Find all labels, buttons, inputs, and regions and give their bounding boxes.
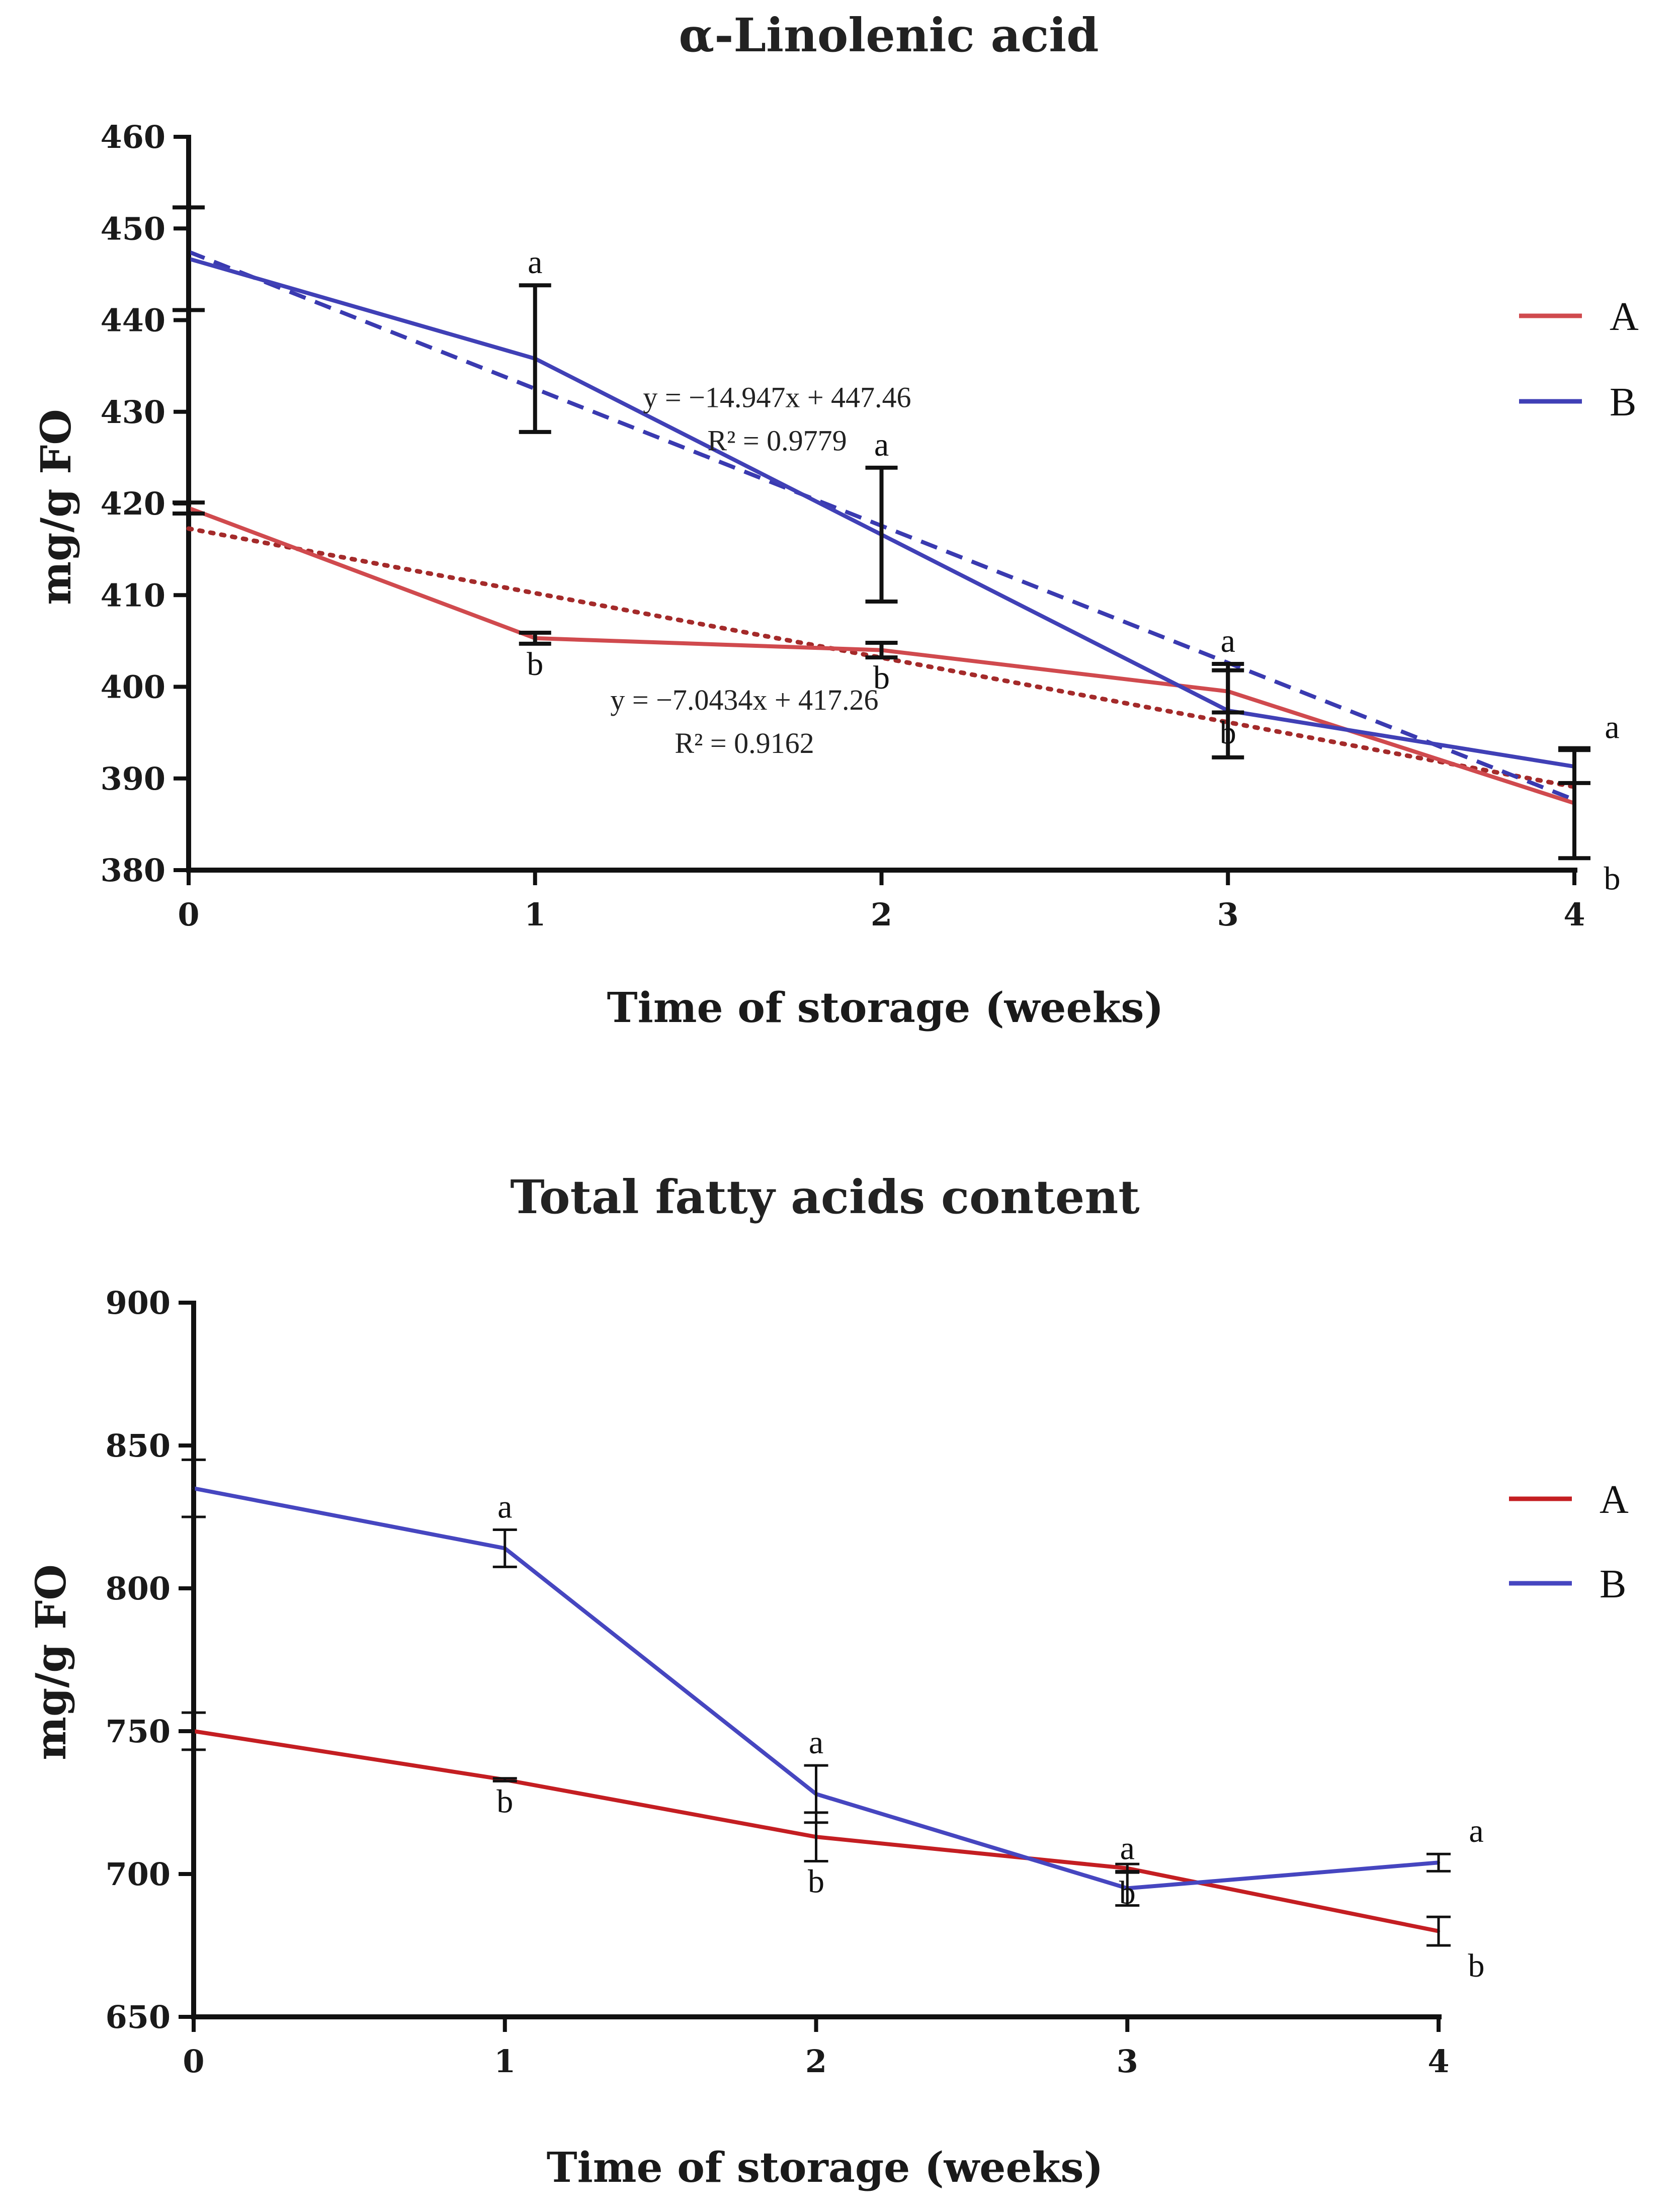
y-tick-label: 460 <box>101 119 165 155</box>
significance-letter: a <box>497 1489 512 1525</box>
y-tick-label: 440 <box>101 302 165 339</box>
x-axis-label: Time of storage (weeks) <box>607 984 1164 1032</box>
x-axis-label: Time of storage (weeks) <box>547 2144 1104 2192</box>
significance-letter: b <box>808 1863 824 1900</box>
trendline-equation: y = −14.947x + 447.46 <box>643 381 911 414</box>
legend-label-b: B <box>1610 380 1636 424</box>
x-tick-label: 4 <box>1428 2043 1449 2080</box>
x-tick-label: 1 <box>524 896 546 933</box>
y-tick-label: 650 <box>106 1999 171 2035</box>
significance-letter: a <box>1605 709 1619 745</box>
y-tick-label: 450 <box>101 210 165 247</box>
trendline-r-squared: R² = 0.9779 <box>707 424 847 457</box>
y-tick-label: 750 <box>106 1713 171 1750</box>
y-tick-label: 850 <box>106 1427 171 1464</box>
x-tick-label: 4 <box>1563 896 1585 933</box>
x-tick-label: 0 <box>178 896 199 933</box>
y-tick-label: 410 <box>101 577 165 614</box>
chart-title: Total fatty acids content <box>510 1170 1140 1224</box>
y-tick-label: 420 <box>101 485 165 522</box>
significance-letter: b <box>1119 1875 1136 1911</box>
significance-letter: b <box>1220 715 1236 751</box>
trendline-a <box>186 526 1577 789</box>
y-tick-label: 390 <box>101 760 165 797</box>
significance-letter: b <box>496 1783 513 1820</box>
y-tick-label: 400 <box>101 669 165 706</box>
x-tick-label: 1 <box>494 2043 516 2080</box>
significance-letter: a <box>1221 623 1235 659</box>
significance-letter: a <box>809 1724 823 1761</box>
significance-letter: b <box>1468 1947 1485 1984</box>
significance-letter: b <box>873 659 890 696</box>
legend-label-b: B <box>1600 1562 1626 1606</box>
x-tick-label: 3 <box>1217 896 1239 933</box>
y-axis-label: mg/g FO <box>32 409 80 605</box>
chart-title: α-Linolenic acid <box>679 8 1099 62</box>
significance-letter: a <box>1120 1830 1135 1866</box>
significance-letter: a <box>1469 1813 1483 1849</box>
x-tick-label: 0 <box>183 2043 204 2080</box>
total-fatty-acids-chart: Total fatty acids content mg/g FO Time o… <box>27 1170 1629 2192</box>
y-tick-label: 430 <box>101 394 165 431</box>
significance-letter: a <box>528 244 542 281</box>
x-tick-label: 2 <box>871 896 892 933</box>
alpha-linolenic-chart: α-Linolenic acid mg/g FO Time of storage… <box>32 8 1639 1032</box>
y-tick-label: 700 <box>106 1856 171 1893</box>
trendline-equation: y = −7.0434x + 417.26 <box>610 684 878 716</box>
legend-label-a: A <box>1610 295 1639 339</box>
trendline-r-squared: R² = 0.9162 <box>675 727 814 759</box>
y-axis-label: mg/g FO <box>27 1564 75 1760</box>
x-tick-label: 3 <box>1117 2043 1138 2080</box>
significance-letter: b <box>1604 860 1621 897</box>
x-tick-label: 2 <box>805 2043 827 2080</box>
significance-letter: a <box>874 427 889 463</box>
y-tick-label: 800 <box>106 1570 171 1607</box>
y-tick-label: 900 <box>106 1285 171 1321</box>
legend-label-a: A <box>1600 1478 1629 1522</box>
significance-letter: b <box>527 646 543 683</box>
y-tick-label: 380 <box>101 852 165 889</box>
